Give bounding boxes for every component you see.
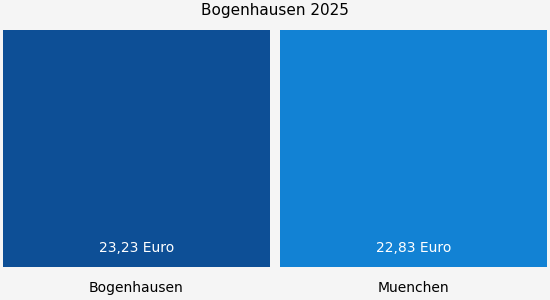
Text: Muenchen: Muenchen — [378, 281, 449, 296]
Text: 23,23 Euro: 23,23 Euro — [99, 241, 174, 255]
Text: 22,83 Euro: 22,83 Euro — [376, 241, 452, 255]
Text: Bogenhausen 2025: Bogenhausen 2025 — [201, 3, 349, 18]
Text: Bogenhausen: Bogenhausen — [89, 281, 184, 296]
